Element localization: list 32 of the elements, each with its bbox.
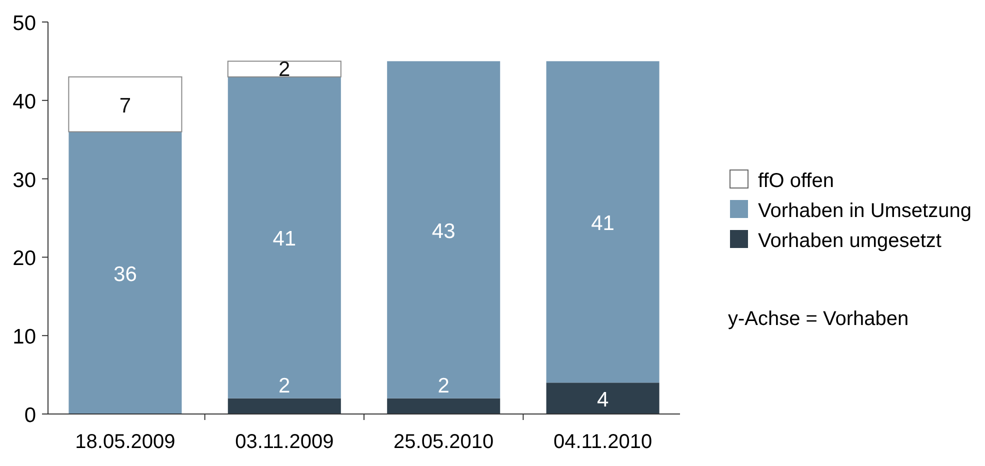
data-label: 36	[114, 262, 137, 286]
bar	[68, 76, 182, 132]
data-label: 43	[432, 220, 456, 243]
bar	[227, 60, 342, 78]
bar	[228, 76, 341, 398]
data-label: 7	[119, 94, 132, 118]
x-tick-label: 25.05.2010	[394, 431, 494, 453]
x-tick-label: 18.05.2009	[75, 431, 176, 453]
data-label: 2	[278, 374, 290, 398]
bar	[546, 61, 660, 383]
text: y-Achse = Vorhaben	[728, 308, 909, 330]
legend-label: Vorhaben umgesetzt	[758, 230, 942, 252]
y-tick-label: 40	[12, 90, 36, 114]
bar	[387, 398, 500, 414]
data-label: 4	[596, 388, 609, 412]
x-tick-label: 03.11.2009	[235, 431, 334, 453]
bar	[68, 132, 182, 414]
data-label: 41	[591, 212, 614, 235]
bar	[387, 61, 500, 398]
x-tick-label: 04.11.2010	[553, 431, 652, 453]
legend-label: ffO offen	[758, 170, 834, 192]
bar	[228, 398, 341, 414]
y-tick-label: 50	[12, 12, 36, 35]
y-tick-label: 20	[12, 247, 36, 270]
bar	[546, 382, 660, 414]
legend-label: Vorhaben in Umsetzung	[758, 200, 972, 222]
y-tick-label: 10	[12, 326, 36, 349]
data-label: 41	[272, 228, 296, 251]
y-tick-label: 30	[12, 168, 36, 192]
y-tick-label: 0	[24, 404, 36, 427]
data-label: 2	[278, 58, 290, 82]
data-label: 2	[438, 374, 450, 398]
